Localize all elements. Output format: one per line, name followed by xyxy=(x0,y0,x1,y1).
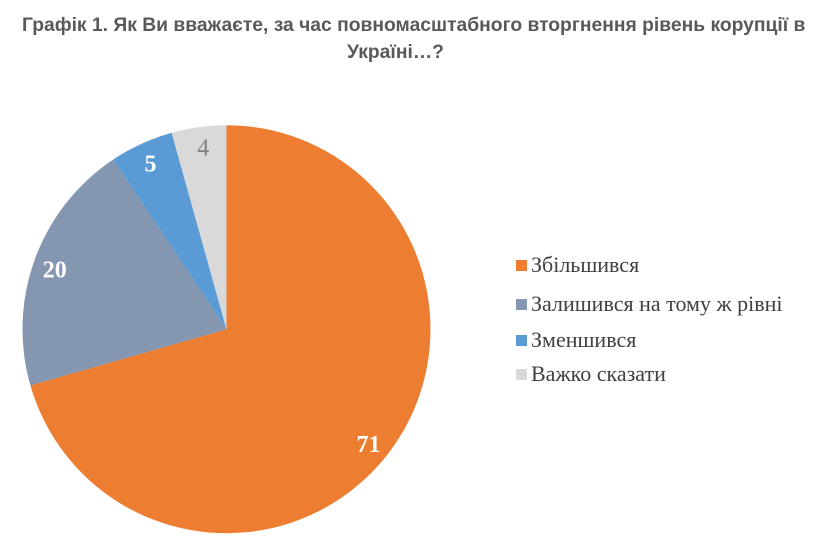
svg-text:5: 5 xyxy=(145,152,157,178)
svg-text:71: 71 xyxy=(357,432,381,458)
svg-text:20: 20 xyxy=(43,257,67,283)
svg-text:4: 4 xyxy=(197,136,209,162)
